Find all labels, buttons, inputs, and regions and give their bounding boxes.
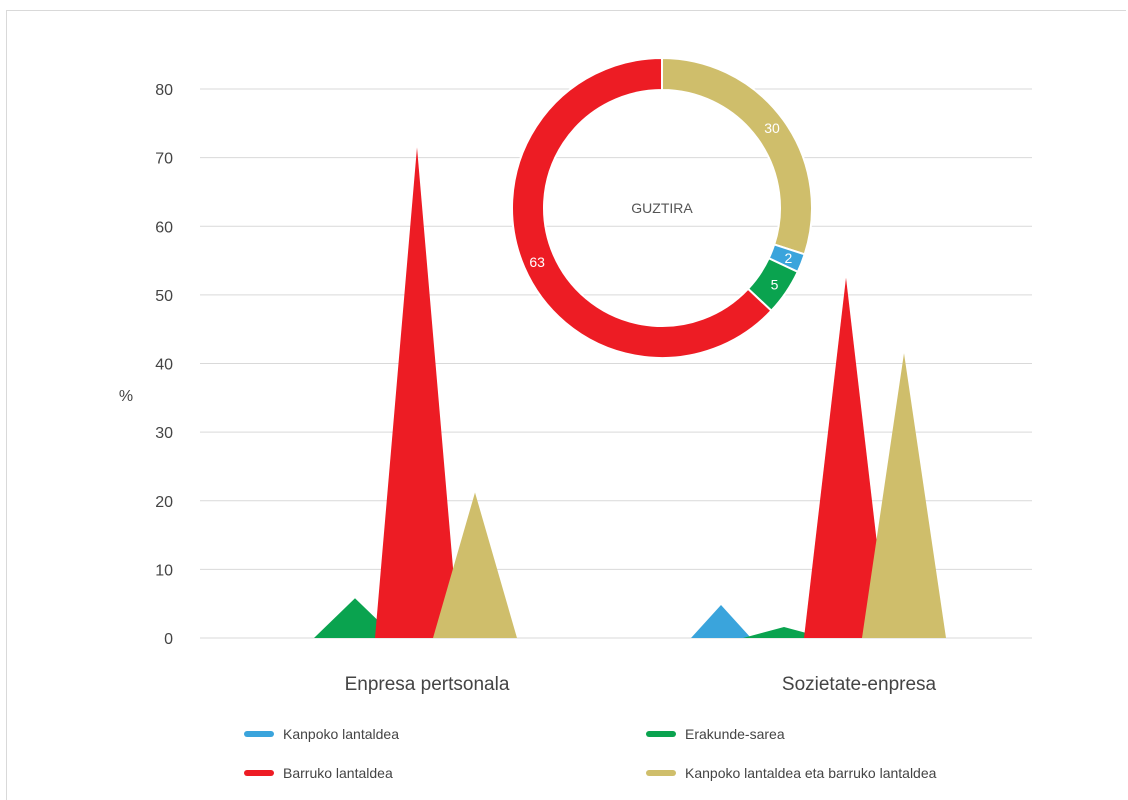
donut-slice xyxy=(661,56,813,256)
category-labels: Enpresa pertsonala Sozietate-enpresa xyxy=(345,674,937,695)
donut-slice-label: 30 xyxy=(764,120,780,136)
peak-mark-erakunde-sarea-0 xyxy=(314,598,396,638)
y-tick-label: 30 xyxy=(155,425,173,442)
chart-frame xyxy=(6,10,1126,800)
series-marks xyxy=(314,147,946,639)
y-axis-label: % xyxy=(119,388,133,405)
donut-center-label: GUZTIRA xyxy=(631,200,693,216)
y-tick-label: 80 xyxy=(155,82,173,99)
legend-label: Kanpoko lantaldea eta barruko lantaldea xyxy=(685,765,937,781)
y-tick-label: 10 xyxy=(155,562,173,579)
y-tick-label: 0 xyxy=(164,631,173,648)
y-axis-ticks: 0 10 20 30 40 50 60 70 80 xyxy=(155,82,173,648)
donut-slice-label: 5 xyxy=(771,276,779,292)
peak-mark-barruko-lantaldea-1 xyxy=(804,277,888,638)
y-tick-label: 20 xyxy=(155,494,173,511)
y-tick-label: 50 xyxy=(155,288,173,305)
peak-mark-kanpoko-lantaldea-1 xyxy=(691,605,751,638)
peak-mark-kanpoko-lantaldea-eta-barruko-lantaldea-0 xyxy=(433,492,517,638)
category-label: Sozietate-enpresa xyxy=(782,674,937,695)
donut-slice-label: 63 xyxy=(529,254,545,270)
y-tick-label: 60 xyxy=(155,219,173,236)
peak-mark-kanpoko-lantaldea-eta-barruko-lantaldea-1 xyxy=(862,353,946,638)
donut-slice xyxy=(511,56,773,359)
donut-slice-label: 2 xyxy=(785,250,793,266)
peak-mark-barruko-lantaldea-0 xyxy=(375,147,459,639)
category-label: Enpresa pertsonala xyxy=(345,674,510,695)
legend: Kanpoko lantaldea Erakunde-sarea Barruko l… xyxy=(244,726,937,781)
legend-label: Kanpoko lantaldea xyxy=(283,726,399,742)
donut-chart: 30 25 63 GUZTIRA xyxy=(511,56,813,359)
legend-label: Erakunde-sarea xyxy=(685,726,785,742)
legend-label: Barruko lantaldea xyxy=(283,765,393,781)
y-tick-label: 40 xyxy=(155,357,173,374)
y-tick-label: 70 xyxy=(155,151,173,168)
